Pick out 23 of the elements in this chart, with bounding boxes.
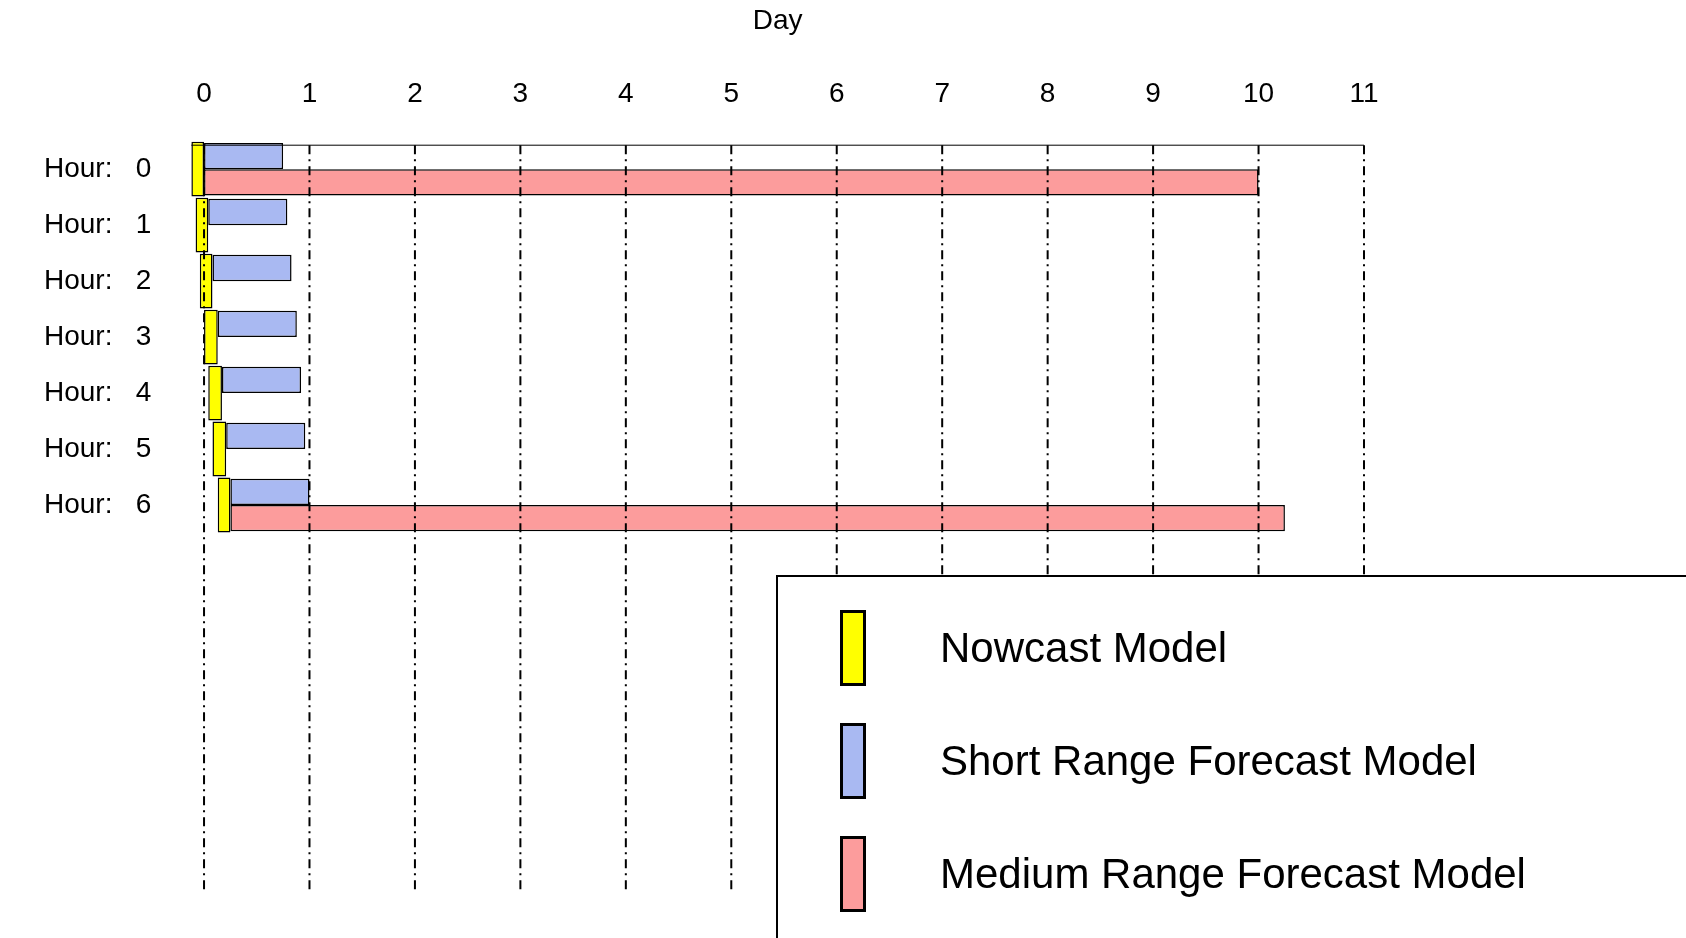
legend-label: Short Range Forecast Model (940, 737, 1477, 785)
x-axis-title: Day (752, 3, 803, 35)
x-tick-label: 1 (301, 77, 318, 109)
legend-label: Nowcast Model (940, 624, 1228, 672)
y-tick-label: Hour: 4 (43, 375, 152, 407)
x-tick-label: 0 (196, 77, 212, 109)
y-tick-label: Hour: 2 (43, 263, 152, 295)
x-tick-label: 6 (828, 77, 845, 109)
x-tick-label: 11 (1349, 77, 1379, 109)
x-tick-label: 2 (407, 77, 423, 109)
x-tick-label: 9 (1145, 77, 1161, 109)
y-tick-label: Hour: 6 (43, 487, 152, 519)
x-tick-label: 10 (1242, 77, 1275, 109)
y-tick-label: Hour: 1 (43, 207, 152, 239)
x-tick-label: 7 (934, 77, 950, 109)
legend-label: Medium Range Forecast Model (940, 850, 1526, 898)
y-tick-label: Hour: 3 (43, 319, 152, 351)
y-tick-label: Hour: 0 (43, 151, 152, 183)
x-tick-label: 8 (1039, 77, 1056, 109)
y-tick-label: Hour: 5 (43, 431, 152, 463)
x-tick-label: 3 (512, 77, 529, 109)
x-tick-label: 4 (618, 77, 634, 109)
x-tick-label: 5 (723, 77, 740, 109)
